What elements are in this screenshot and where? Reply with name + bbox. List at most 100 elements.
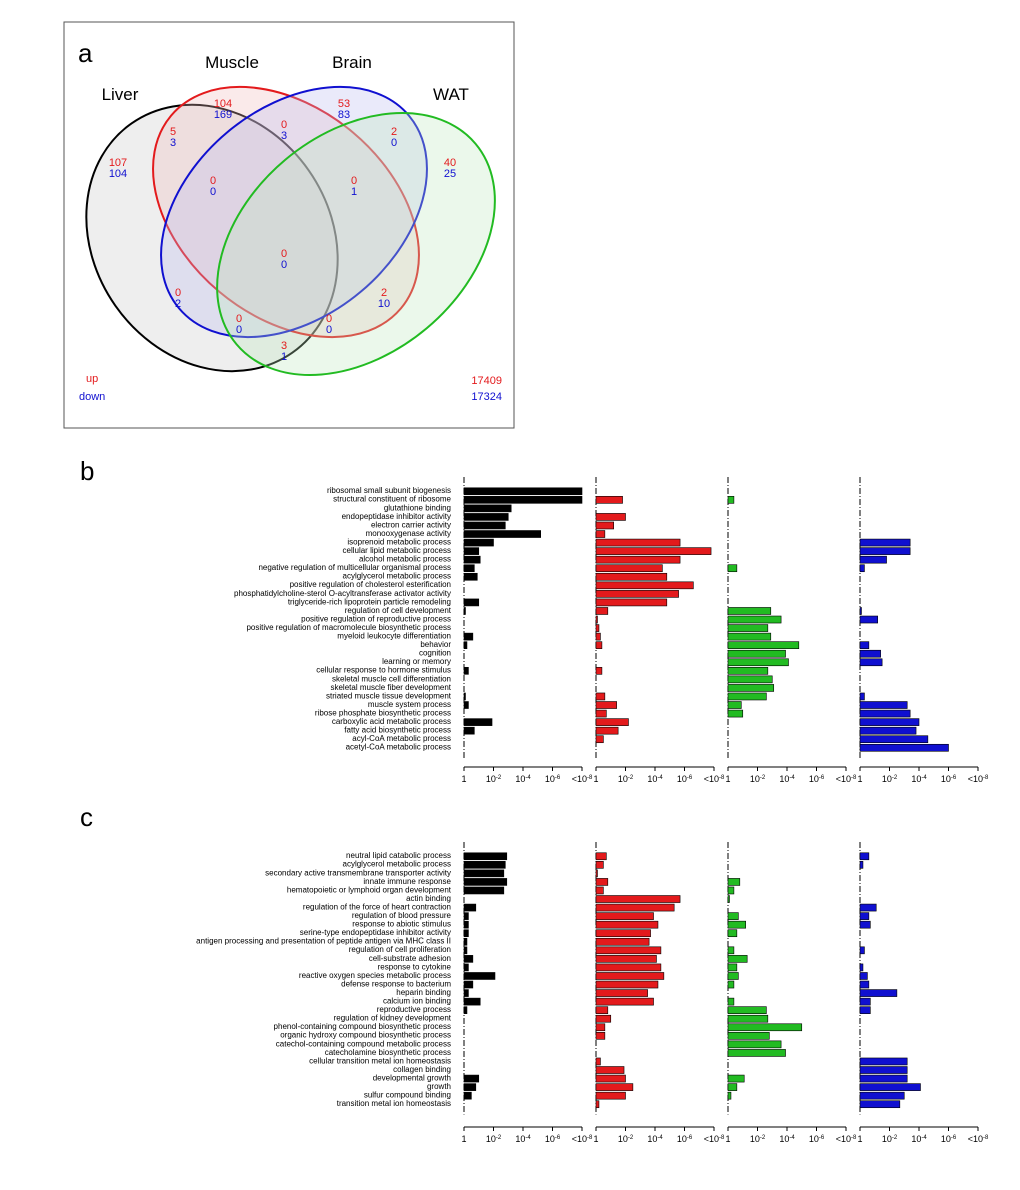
- term-label: monooxygenase activity: [366, 529, 451, 538]
- term-label: phenol-containing compound biosynthetic …: [274, 1022, 451, 1031]
- bar-wat: [859, 564, 865, 573]
- x-tick-label: <10-8: [704, 1134, 725, 1144]
- x-tick-label: 10-2: [750, 1134, 766, 1144]
- x-tick-label: <10-8: [968, 774, 989, 784]
- go-enrichment-chart-b: ribosomal small subunit biogenesisstruct…: [234, 477, 989, 784]
- venn-count-down-liver_muscle: 3: [170, 137, 176, 149]
- term-label: acetyl-CoA metabolic process: [346, 743, 451, 752]
- background-count-up: 17409: [471, 375, 502, 387]
- venn-set-label-liver: Liver: [102, 85, 139, 104]
- term-label: growth: [427, 1082, 451, 1091]
- x-tick-label: 10-4: [647, 774, 663, 784]
- bar-muscle: [595, 929, 651, 938]
- venn-count-up-muscle_only: 104: [214, 98, 232, 110]
- bar-liver: [463, 701, 469, 709]
- venn-count-down-wat_only: 25: [444, 168, 456, 180]
- bar-brain: [727, 564, 738, 573]
- bar-brain: [727, 1023, 803, 1032]
- bar-brain: [727, 920, 747, 929]
- bar-brain: [727, 955, 748, 963]
- x-tick-label: 1: [857, 774, 862, 784]
- bar-liver: [463, 598, 480, 607]
- venn-count-up-liver_muscle_brain: 0: [210, 175, 216, 187]
- bar-wat: [859, 1100, 901, 1109]
- go-enrichment-chart-c: neutral lipid catabolic processacylglyce…: [196, 842, 989, 1144]
- term-label: regulation of blood pressure: [352, 911, 452, 920]
- term-label: regulation of cell proliferation: [349, 945, 451, 954]
- bar-muscle: [595, 989, 648, 997]
- x-tick-label: 10-4: [647, 1134, 663, 1144]
- bar-liver: [463, 726, 475, 735]
- venn-count-up-muscle_wat: 2: [381, 287, 387, 299]
- bar-brain: [727, 963, 738, 972]
- bar-wat: [859, 743, 949, 752]
- venn-count-down-muscle_brain: 3: [281, 130, 287, 142]
- term-label: fatty acid biosynthetic process: [344, 726, 451, 735]
- bar-muscle: [595, 607, 609, 615]
- bar-liver: [463, 869, 505, 878]
- x-tick-label: 10-6: [677, 1134, 693, 1144]
- term-label: striated muscle tissue development: [326, 691, 452, 700]
- bar-muscle: [595, 709, 607, 718]
- term-label: transition metal ion homeostasis: [337, 1099, 451, 1108]
- term-label: sulfur compound binding: [364, 1091, 451, 1100]
- bar-brain: [727, 658, 789, 667]
- bar-muscle: [595, 1006, 609, 1014]
- bar-wat: [859, 852, 870, 861]
- bar-brain: [727, 607, 772, 615]
- bar-liver: [463, 513, 509, 521]
- bar-wat: [859, 912, 870, 920]
- x-tick-label: 10-2: [618, 774, 634, 784]
- bar-wat: [859, 989, 898, 997]
- x-tick-label: 10-6: [545, 1134, 561, 1144]
- bar-muscle: [595, 564, 663, 573]
- bar-liver: [463, 972, 496, 980]
- bar-liver: [463, 538, 494, 547]
- bar-muscle: [595, 718, 629, 726]
- bar-brain: [727, 667, 769, 675]
- bar-muscle: [595, 692, 606, 701]
- venn-count-up-wat_only: 40: [444, 157, 456, 169]
- venn-ellipse-brain: [160, 85, 428, 339]
- term-label: catechol-containing compound metabolic p…: [276, 1039, 451, 1048]
- bar-wat: [859, 709, 911, 718]
- term-label: myeloid leukocyte differentiation: [337, 632, 451, 641]
- term-label: cognition: [419, 649, 451, 658]
- bar-liver: [463, 667, 469, 675]
- bar-wat: [859, 963, 864, 972]
- term-label: ribose phosphate biosynthetic process: [315, 708, 451, 717]
- bar-wat: [859, 735, 929, 744]
- bar-brain: [727, 496, 735, 504]
- bar-muscle: [595, 590, 679, 598]
- term-label: neutral lipid catabolic process: [346, 851, 451, 860]
- term-label: developmental growth: [373, 1073, 451, 1082]
- bar-muscle: [595, 572, 668, 581]
- term-label: muscle system process: [368, 700, 451, 709]
- bar-wat: [859, 1083, 921, 1091]
- bar-wat: [859, 1091, 905, 1100]
- bar-muscle: [595, 946, 662, 955]
- venn-count-up-liver_wat: 3: [281, 340, 287, 352]
- bar-liver: [463, 496, 583, 504]
- x-tick-label: 10-2: [882, 774, 898, 784]
- bar-liver: [463, 989, 469, 997]
- x-tick-label: 10-4: [515, 774, 531, 784]
- venn-count-up-liver_brain: 0: [175, 287, 181, 299]
- bar-muscle: [595, 521, 615, 530]
- venn-count-down-liver_wat: 1: [281, 351, 287, 363]
- bar-muscle: [595, 852, 607, 861]
- venn-count-up-liver_muscle_wat: 0: [326, 313, 332, 325]
- venn-count-up-brain_only: 53: [338, 98, 350, 110]
- bar-wat: [859, 615, 879, 624]
- bar-muscle: [595, 903, 675, 912]
- bar-muscle: [595, 1100, 600, 1109]
- bar-wat: [859, 718, 920, 726]
- bar-wat: [859, 1057, 908, 1066]
- venn-count-up-muscle_brain_wat: 0: [351, 175, 357, 187]
- bar-brain: [727, 624, 769, 632]
- x-tick-label: 10-6: [941, 1134, 957, 1144]
- term-label: cell-substrate adhesion: [369, 954, 451, 963]
- x-tick-label: 1: [725, 774, 730, 784]
